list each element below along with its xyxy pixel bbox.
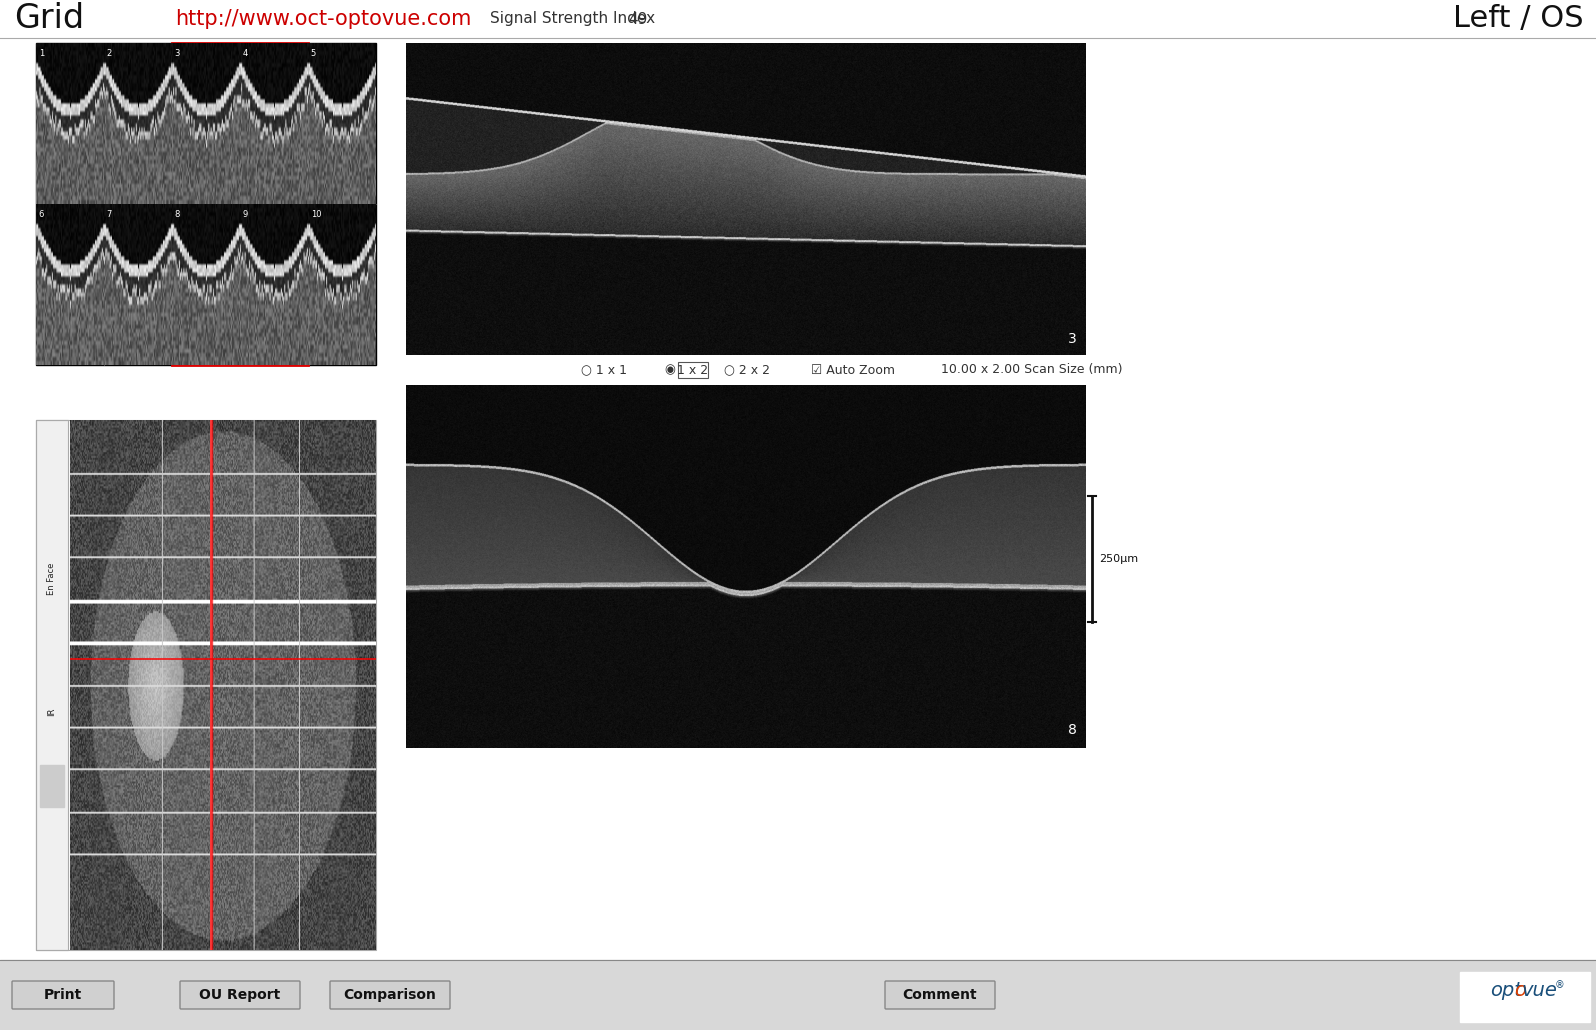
FancyBboxPatch shape [330, 981, 450, 1009]
Text: Comment: Comment [903, 988, 977, 1002]
Text: ®: ® [1555, 980, 1564, 990]
Text: ○ 1 x 1: ○ 1 x 1 [581, 364, 627, 377]
Text: opt: opt [1491, 982, 1523, 1000]
Text: 1 x 2: 1 x 2 [677, 364, 709, 377]
Bar [37, 420, 69, 950]
Text: 1: 1 [38, 49, 45, 59]
Text: Comparison: Comparison [343, 988, 436, 1002]
Text: Print: Print [43, 988, 81, 1002]
Text: 3: 3 [174, 49, 180, 59]
Bar [0, 0, 1596, 38]
Text: Signal Strength Index: Signal Strength Index [490, 11, 654, 27]
Text: 7: 7 [107, 210, 112, 219]
Text: 8: 8 [1068, 723, 1076, 737]
Text: Left / OS: Left / OS [1454, 4, 1583, 34]
Bar [37, 43, 377, 365]
Text: 250μm: 250μm [1100, 554, 1138, 564]
FancyBboxPatch shape [886, 981, 994, 1009]
Text: 10: 10 [311, 210, 321, 219]
Text: Grid: Grid [14, 2, 85, 35]
Bar [37, 420, 377, 950]
FancyBboxPatch shape [180, 981, 300, 1009]
Text: ◉: ◉ [664, 364, 675, 377]
Bar [37, 420, 69, 950]
Text: En Face: En Face [48, 562, 56, 595]
Text: 2: 2 [107, 49, 112, 59]
Text: 6: 6 [38, 210, 45, 219]
Text: 9: 9 [243, 210, 247, 219]
Text: 49: 49 [627, 11, 648, 27]
Text: http://www.oct-optovue.com: http://www.oct-optovue.com [176, 9, 471, 29]
Text: vue: vue [1523, 982, 1558, 1000]
FancyBboxPatch shape [13, 981, 113, 1009]
Text: IR: IR [48, 708, 56, 716]
Bar [40, 764, 64, 806]
Bar [678, 362, 709, 378]
Bar [172, 43, 308, 365]
Bar [37, 420, 377, 950]
Text: OU Report: OU Report [200, 988, 281, 1002]
Text: 3: 3 [1068, 332, 1076, 346]
Text: 4: 4 [243, 49, 247, 59]
Bar [0, 960, 1596, 1030]
Text: o: o [1515, 982, 1526, 1000]
Text: 10.00 x 2.00 Scan Size (mm): 10.00 x 2.00 Scan Size (mm) [942, 364, 1122, 377]
Text: 8: 8 [174, 210, 180, 219]
Text: ○ 2 x 2: ○ 2 x 2 [725, 364, 769, 377]
Text: ☑ Auto Zoom: ☑ Auto Zoom [811, 364, 895, 377]
Text: 5: 5 [311, 49, 316, 59]
Bar [1460, 972, 1590, 1022]
